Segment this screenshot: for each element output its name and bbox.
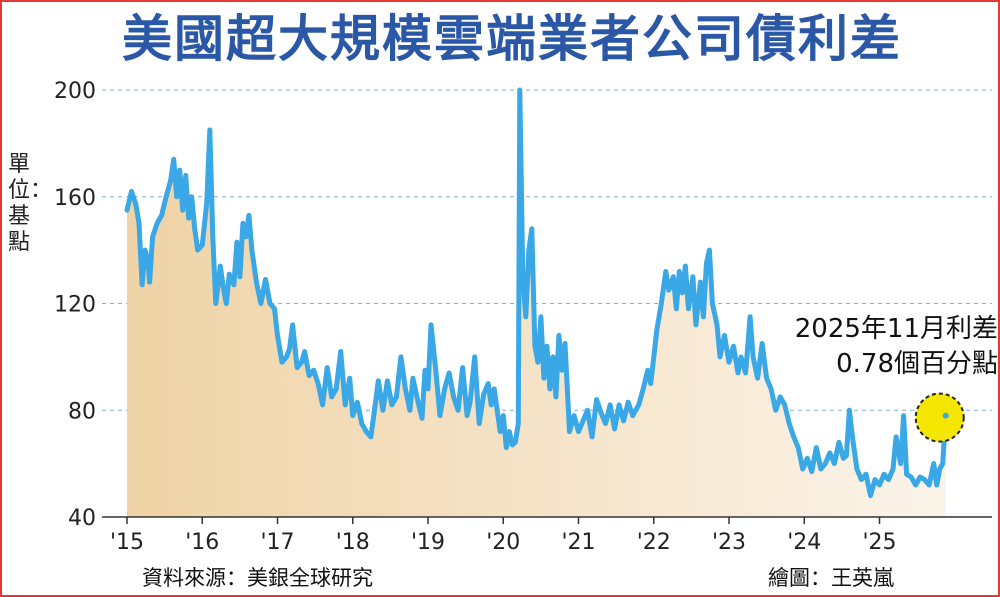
- x-tick-label: '22: [637, 530, 671, 555]
- y-tick-label: 40: [68, 506, 96, 531]
- y-tick-label: 80: [68, 399, 96, 424]
- chart-title: 美國超大規模雲端業者公司債利差: [122, 10, 902, 68]
- highlight-circle: [914, 392, 965, 443]
- x-tick-label: '18: [336, 530, 370, 555]
- last-point-marker: [942, 412, 949, 419]
- callout-text-line1: 2025年11月利差: [795, 314, 998, 344]
- x-tick-label: '15: [110, 530, 144, 555]
- x-tick-label: '21: [561, 530, 595, 555]
- credit-text: 繪圖：王英嵐: [768, 566, 894, 590]
- x-tick-label: '25: [862, 530, 896, 555]
- y-tick-label: 200: [54, 79, 96, 104]
- x-tick-label: '23: [712, 530, 746, 555]
- series-line: [124, 87, 949, 499]
- y-axis-unit-label: 單位：基點: [8, 152, 53, 255]
- callout-text-line2: 0.78個百分點: [836, 349, 998, 379]
- x-tick-label: '24: [787, 530, 821, 555]
- x-tick-label: '19: [411, 530, 445, 555]
- source-text: 資料來源：美銀全球研究: [142, 566, 373, 590]
- y-tick-label: 160: [54, 186, 96, 211]
- x-tick-label: '16: [185, 530, 219, 555]
- y-tick-label: 120: [54, 293, 96, 318]
- series-area-fill: [127, 90, 946, 517]
- x-tick-label: '20: [486, 530, 520, 555]
- x-tick-label: '17: [260, 530, 294, 555]
